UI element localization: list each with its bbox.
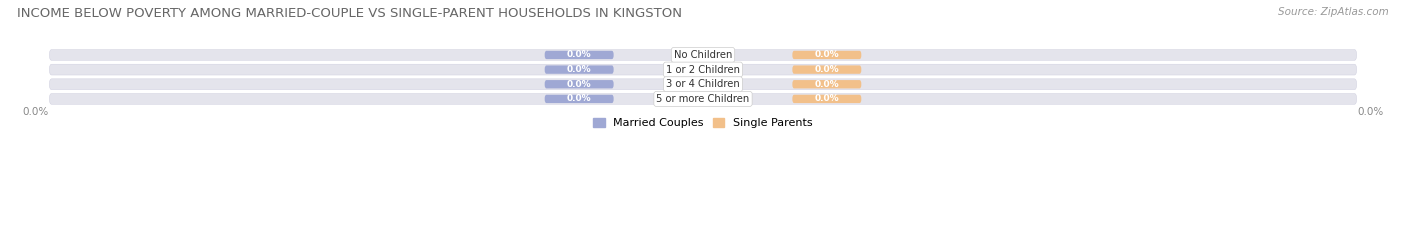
- FancyBboxPatch shape: [49, 79, 1357, 90]
- Text: 0.0%: 0.0%: [1358, 107, 1384, 117]
- Text: 0.0%: 0.0%: [814, 94, 839, 103]
- Text: 0.0%: 0.0%: [22, 107, 48, 117]
- Text: 0.0%: 0.0%: [814, 65, 839, 74]
- Text: 0.0%: 0.0%: [567, 94, 592, 103]
- FancyBboxPatch shape: [49, 50, 1357, 60]
- FancyBboxPatch shape: [793, 51, 862, 59]
- Text: 3 or 4 Children: 3 or 4 Children: [666, 79, 740, 89]
- FancyBboxPatch shape: [793, 80, 862, 89]
- Text: 0.0%: 0.0%: [814, 51, 839, 59]
- Text: 1 or 2 Children: 1 or 2 Children: [666, 65, 740, 75]
- Text: 0.0%: 0.0%: [814, 80, 839, 89]
- Text: 0.0%: 0.0%: [567, 65, 592, 74]
- FancyBboxPatch shape: [544, 65, 613, 74]
- Text: Source: ZipAtlas.com: Source: ZipAtlas.com: [1278, 7, 1389, 17]
- Text: No Children: No Children: [673, 50, 733, 60]
- FancyBboxPatch shape: [793, 95, 862, 103]
- FancyBboxPatch shape: [49, 93, 1357, 104]
- FancyBboxPatch shape: [49, 64, 1357, 75]
- Text: 5 or more Children: 5 or more Children: [657, 94, 749, 104]
- FancyBboxPatch shape: [544, 51, 613, 59]
- Text: 0.0%: 0.0%: [567, 51, 592, 59]
- Legend: Married Couples, Single Parents: Married Couples, Single Parents: [589, 114, 817, 133]
- Text: 0.0%: 0.0%: [567, 80, 592, 89]
- Text: INCOME BELOW POVERTY AMONG MARRIED-COUPLE VS SINGLE-PARENT HOUSEHOLDS IN KINGSTO: INCOME BELOW POVERTY AMONG MARRIED-COUPL…: [17, 7, 682, 20]
- FancyBboxPatch shape: [793, 65, 862, 74]
- FancyBboxPatch shape: [544, 95, 613, 103]
- FancyBboxPatch shape: [544, 80, 613, 89]
